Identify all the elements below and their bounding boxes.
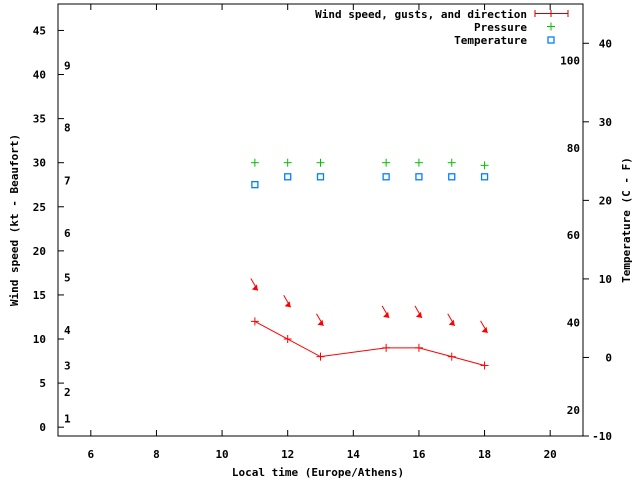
fahrenheit-label: 40 bbox=[567, 317, 580, 330]
y-tick-label: 25 bbox=[33, 201, 46, 214]
wind-point bbox=[283, 335, 292, 344]
pressure-point bbox=[250, 158, 259, 167]
legend: Wind speed, gusts, and direction Pressur… bbox=[315, 8, 569, 47]
wind-point bbox=[447, 352, 456, 361]
wind-speed-line bbox=[254, 320, 485, 366]
y-tick-label: 0 bbox=[39, 421, 46, 434]
legend-key-temperature bbox=[547, 36, 555, 44]
x-tick-label: 14 bbox=[347, 448, 361, 461]
pressure-point bbox=[382, 158, 391, 167]
fahrenheit-label: 20 bbox=[567, 404, 580, 417]
pressure-point bbox=[316, 158, 325, 167]
beaufort-label: 5 bbox=[64, 271, 71, 284]
temperature-point bbox=[448, 173, 456, 181]
beaufort-label: 3 bbox=[64, 359, 71, 372]
legend-label-wind: Wind speed, gusts, and direction bbox=[315, 8, 527, 21]
wind-direction-arrow-icon bbox=[381, 305, 390, 319]
beaufort-label: 9 bbox=[64, 60, 71, 73]
x-tick-label: 8 bbox=[153, 448, 160, 461]
legend-key-pressure bbox=[547, 22, 555, 31]
wind-direction-arrow-icon bbox=[414, 305, 423, 319]
wind-point bbox=[316, 352, 325, 361]
plot-border bbox=[57, 3, 584, 437]
y-axis-label: Wind speed (kt - Beaufort) bbox=[8, 134, 21, 306]
wind-point bbox=[382, 343, 391, 352]
wind-point bbox=[414, 343, 423, 352]
beaufort-label: 2 bbox=[64, 386, 71, 399]
pressure-point bbox=[414, 158, 423, 167]
y-tick-label: 15 bbox=[33, 289, 46, 302]
arrow-head bbox=[284, 301, 291, 308]
temperature-point bbox=[382, 173, 390, 181]
wind-direction-arrow-icon bbox=[447, 313, 456, 327]
y-tick-label: 30 bbox=[33, 157, 46, 170]
wind-direction-arrow-icon bbox=[283, 295, 292, 308]
arrow-head bbox=[251, 284, 258, 291]
x-tick-label: 20 bbox=[544, 448, 557, 461]
beaufort-label: 4 bbox=[64, 324, 71, 337]
x-tick-label: 6 bbox=[88, 448, 95, 461]
x-axis-label: Local time (Europe/Athens) bbox=[232, 466, 404, 479]
beaufort-label: 7 bbox=[64, 174, 71, 187]
wind-point bbox=[480, 361, 489, 370]
y-tick-label: 20 bbox=[33, 245, 46, 258]
y2-tick-label: 40 bbox=[599, 37, 612, 50]
wind-direction-arrow-icon bbox=[316, 313, 324, 327]
fahrenheit-label: 80 bbox=[567, 142, 580, 155]
arrow-head bbox=[448, 319, 455, 326]
temperature-point bbox=[251, 181, 259, 189]
y-tick-label: 45 bbox=[33, 24, 46, 37]
legend-label-pressure: Pressure bbox=[474, 21, 527, 34]
temperature-point bbox=[284, 173, 292, 181]
wind-direction-arrow-icon bbox=[480, 320, 488, 334]
pressure-point bbox=[447, 158, 456, 167]
x-tick-label: 16 bbox=[412, 448, 426, 461]
y-tick-label: 5 bbox=[39, 377, 46, 390]
x-tick-label: 18 bbox=[478, 448, 491, 461]
pressure-point bbox=[480, 161, 489, 170]
y2-tick-label: 10 bbox=[599, 273, 612, 286]
fahrenheit-label: 100 bbox=[560, 55, 580, 68]
arrow-head bbox=[481, 326, 488, 333]
x-tick-label: 12 bbox=[281, 448, 294, 461]
temperature-point bbox=[415, 173, 423, 181]
y2-tick-label: 20 bbox=[599, 194, 612, 207]
y2-tick-label: -10 bbox=[592, 430, 612, 443]
legend-key-wind bbox=[534, 10, 569, 17]
y-tick-label: 10 bbox=[33, 333, 46, 346]
wind-direction-arrow-icon bbox=[250, 278, 259, 291]
y2-axis-label: Temperature (C - F) bbox=[620, 157, 633, 283]
y2-tick-label: 30 bbox=[599, 116, 612, 129]
legend-label-temperature: Temperature bbox=[454, 34, 527, 47]
y-tick-label: 35 bbox=[33, 113, 46, 126]
temperature-point bbox=[316, 173, 325, 181]
arrow-head bbox=[415, 311, 422, 318]
beaufort-label: 8 bbox=[64, 121, 71, 134]
temperature-point bbox=[480, 173, 489, 181]
wind-point bbox=[250, 317, 259, 326]
arrow-head bbox=[317, 319, 324, 326]
beaufort-label: 6 bbox=[64, 227, 71, 240]
fahrenheit-label: 60 bbox=[567, 229, 580, 242]
y2-tick-label: 0 bbox=[605, 351, 612, 364]
y-tick-label: 40 bbox=[33, 69, 46, 82]
beaufort-label: 1 bbox=[64, 412, 71, 425]
x-tick-label: 10 bbox=[215, 448, 228, 461]
arrow-head bbox=[383, 311, 390, 318]
pressure-point bbox=[283, 158, 292, 167]
